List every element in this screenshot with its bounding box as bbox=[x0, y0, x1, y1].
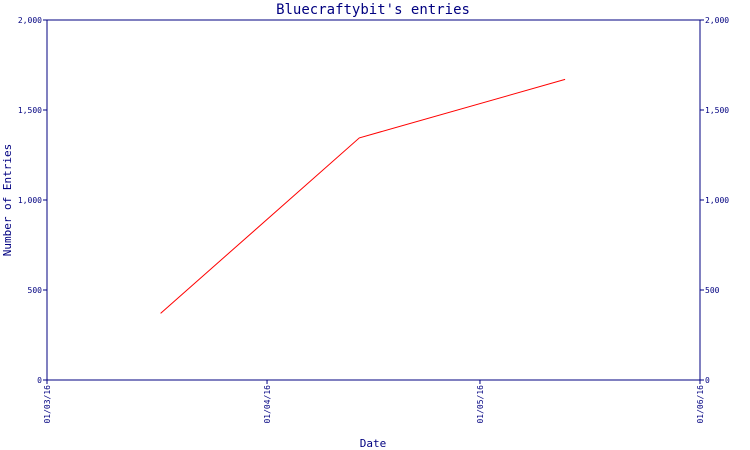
y-tick-label-left: 1,000 bbox=[18, 196, 42, 205]
y-axis-right: 0 500 1,000 1,500 2,000 bbox=[700, 16, 729, 385]
y-tick-label-left: 500 bbox=[28, 286, 43, 295]
y-axis-label: Number of Entries bbox=[1, 144, 14, 257]
x-tick-label: 01/05/16 bbox=[476, 385, 485, 424]
y-tick-label-left: 1,500 bbox=[18, 106, 42, 115]
series-line-0 bbox=[160, 78, 566, 314]
chart-title: Bluecraftybit's entries bbox=[276, 2, 470, 18]
plot-frame bbox=[46, 19, 701, 381]
x-tick-label: 01/04/16 bbox=[263, 385, 272, 424]
x-axis: 01/03/16 01/04/16 01/05/16 01/06/16 bbox=[43, 380, 705, 424]
y-tick-label-right: 2,000 bbox=[705, 16, 729, 25]
series-layer bbox=[160, 78, 566, 314]
y-tick-label-right: 0 bbox=[705, 376, 710, 385]
y-tick-label-right: 500 bbox=[705, 286, 720, 295]
y-tick-label-left: 2,000 bbox=[18, 16, 42, 25]
x-tick-label: 01/03/16 bbox=[43, 385, 52, 424]
y-axis-left: 0 500 1,000 1,500 2,000 bbox=[18, 16, 47, 385]
y-tick-label-right: 1,000 bbox=[705, 196, 729, 205]
y-tick-label-left: 0 bbox=[37, 376, 42, 385]
x-axis-label: Date bbox=[360, 437, 387, 450]
x-tick-label: 01/06/16 bbox=[696, 385, 705, 424]
y-tick-label-right: 1,500 bbox=[705, 106, 729, 115]
